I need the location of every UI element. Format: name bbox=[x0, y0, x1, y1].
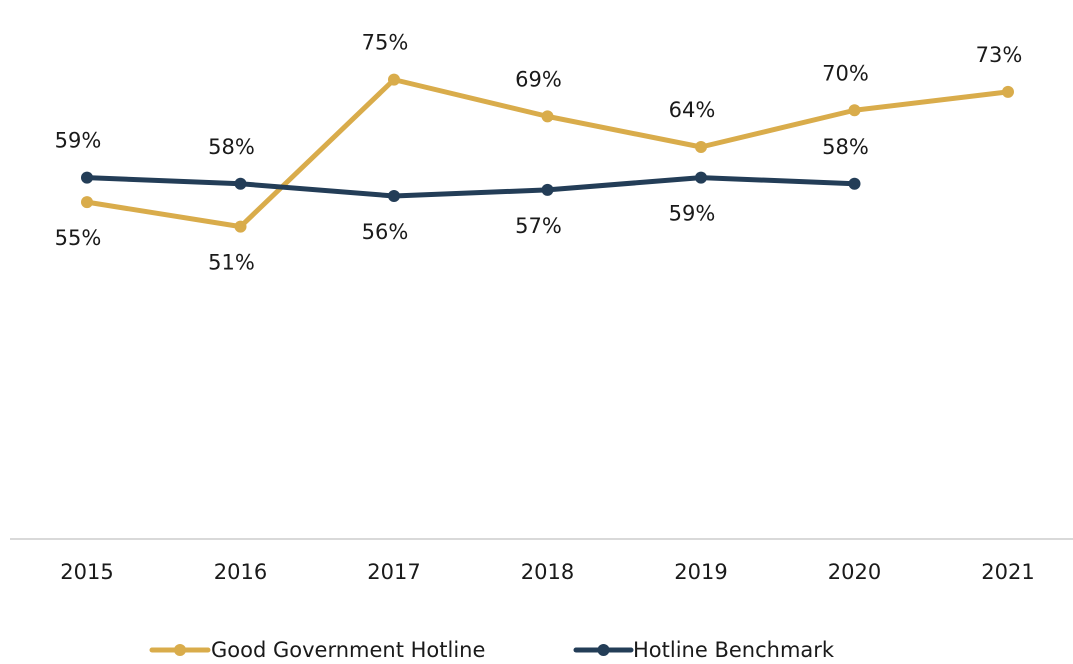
data-label: 59% bbox=[669, 202, 716, 226]
data-point-marker bbox=[388, 190, 400, 202]
legend-label: Hotline Benchmark bbox=[633, 638, 835, 660]
data-point-marker bbox=[81, 171, 93, 184]
data-label: 57% bbox=[515, 214, 562, 238]
data-label: 64% bbox=[669, 98, 716, 122]
data-label: 69% bbox=[515, 67, 562, 91]
data-label: 58% bbox=[822, 135, 869, 159]
data-point-marker bbox=[541, 110, 554, 123]
series-hotline-benchmark: 59% 58% 56% 57% 59% 58% bbox=[55, 129, 869, 244]
legend-item-good-government-hotline: Good Government Hotline bbox=[149, 638, 485, 662]
x-tick-label: 2020 bbox=[828, 560, 881, 584]
x-tick-label: 2017 bbox=[367, 560, 420, 584]
data-label: 70% bbox=[822, 61, 869, 85]
data-point-marker bbox=[388, 73, 400, 86]
data-point-marker bbox=[541, 183, 554, 196]
x-axis-tick-labels: 2015 2016 2017 2018 2019 2020 2021 bbox=[60, 560, 1034, 584]
x-tick-label: 2018 bbox=[521, 560, 574, 584]
legend-label: Good Government Hotline bbox=[211, 638, 485, 660]
legend-swatch-marker bbox=[174, 644, 186, 656]
data-label: 58% bbox=[208, 135, 255, 159]
data-point-marker bbox=[848, 177, 861, 190]
data-label: 51% bbox=[208, 251, 255, 275]
legend: Good Government Hotline Hotline Benchmark bbox=[149, 638, 835, 662]
series-line bbox=[84, 175, 857, 199]
data-point-marker bbox=[695, 141, 707, 153]
x-tick-label: 2019 bbox=[674, 560, 727, 584]
data-point-marker bbox=[1002, 85, 1014, 98]
data-label: 59% bbox=[55, 129, 102, 153]
data-point-marker bbox=[695, 171, 707, 184]
data-point-marker bbox=[234, 177, 247, 190]
legend-swatch-marker bbox=[597, 644, 610, 656]
data-point-marker bbox=[848, 104, 861, 117]
data-label: 55% bbox=[55, 226, 102, 250]
data-point-marker bbox=[81, 196, 93, 209]
x-tick-label: 2021 bbox=[981, 560, 1034, 584]
data-label: 56% bbox=[362, 220, 409, 244]
data-point-marker bbox=[234, 220, 247, 233]
series-good-government-hotline: 55% 51% 75% 69% 64% 70% 73% bbox=[55, 31, 1023, 275]
legend-item-hotline-benchmark: Hotline Benchmark bbox=[573, 638, 835, 662]
series-layer: 55% 51% 75% 69% 64% 70% 73% 59% 58% 56% 57% 59% 58% bbox=[55, 31, 1023, 275]
x-tick-label: 2016 bbox=[214, 560, 267, 584]
data-label: 75% bbox=[362, 31, 409, 55]
x-tick-label: 2015 bbox=[60, 560, 113, 584]
data-label: 73% bbox=[976, 43, 1023, 67]
